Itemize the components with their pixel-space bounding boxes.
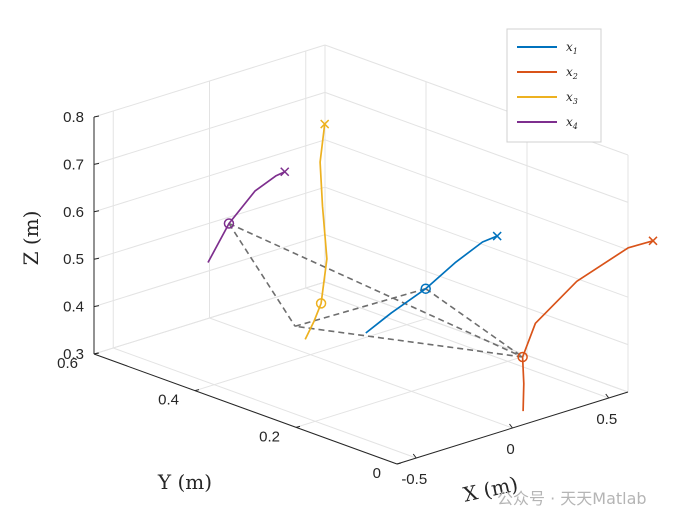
start-marker-x1 bbox=[420, 283, 431, 294]
grid-line bbox=[324, 234, 629, 346]
x-tick-label: 0 bbox=[506, 441, 514, 458]
end-marker-x1 bbox=[492, 231, 502, 241]
trajectory-x4 bbox=[207, 171, 286, 263]
trajectory-x3 bbox=[304, 123, 328, 340]
connector-line bbox=[294, 287, 426, 328]
grid-line bbox=[93, 44, 326, 118]
y-tick-label: 0.2 bbox=[259, 428, 280, 445]
x-tick-mark bbox=[605, 393, 610, 399]
y-tick-label: 0 bbox=[373, 465, 381, 482]
tick-labels: -0.500.500.20.40.60.30.40.50.60.70.8 bbox=[57, 109, 617, 488]
grid-line bbox=[209, 317, 513, 429]
z-tick-label: 0.4 bbox=[63, 299, 84, 316]
y-tick-label: 0.6 bbox=[57, 355, 78, 372]
connector-line bbox=[228, 222, 523, 358]
legend-label-x3: x3 bbox=[566, 90, 578, 106]
formation-connectors bbox=[228, 222, 524, 358]
end-marker-x4 bbox=[280, 167, 290, 177]
z-tick-mark bbox=[93, 257, 100, 260]
x-tick-mark bbox=[509, 423, 513, 429]
y-tick-label: 0.4 bbox=[158, 392, 179, 409]
x-tick-label: 0.5 bbox=[596, 411, 617, 428]
grid-line bbox=[93, 139, 326, 213]
grid-line bbox=[194, 318, 427, 392]
z-tick-label: 0.8 bbox=[63, 109, 84, 126]
z-tick-mark bbox=[93, 352, 100, 355]
start-marker-x4 bbox=[223, 218, 235, 229]
grid-line bbox=[324, 91, 629, 203]
x-tick-mark bbox=[412, 453, 417, 459]
grid-line bbox=[305, 287, 609, 399]
grid-line bbox=[324, 186, 629, 298]
z-tick-label: 0.7 bbox=[63, 156, 84, 173]
grid-walls bbox=[93, 44, 629, 465]
y-tick-mark bbox=[295, 425, 301, 428]
legend-label-x1: x1 bbox=[566, 40, 578, 56]
connector-line bbox=[294, 325, 523, 358]
y-axis-line bbox=[93, 353, 398, 465]
z-tick-label: 0.3 bbox=[63, 346, 84, 363]
y-axis-label: Y (m) bbox=[157, 470, 212, 494]
start-marker-x2 bbox=[517, 351, 528, 363]
start-marker-x3 bbox=[315, 298, 327, 309]
legend-label-x2: x2 bbox=[566, 65, 578, 81]
y-tick-mark bbox=[396, 462, 402, 465]
legend: x1 x2 x3 x4 bbox=[506, 28, 602, 143]
legend-label-x4: x4 bbox=[566, 115, 578, 131]
grid-line bbox=[93, 234, 326, 308]
grid-line bbox=[93, 186, 326, 260]
z-tick-label: 0.5 bbox=[63, 251, 84, 268]
grid-line bbox=[113, 347, 417, 459]
trajectory-x1 bbox=[365, 235, 498, 334]
grid-line bbox=[295, 354, 528, 428]
grid-line bbox=[324, 281, 629, 393]
trajectories bbox=[207, 119, 658, 412]
y-tick-mark bbox=[194, 389, 200, 392]
legend-box bbox=[506, 28, 602, 143]
x-tick-label: -0.5 bbox=[401, 471, 427, 488]
grid-line bbox=[324, 139, 629, 251]
end-marker-x3 bbox=[320, 119, 330, 129]
connector-line bbox=[425, 288, 524, 358]
trajectory-x2 bbox=[521, 239, 654, 412]
z-tick-mark bbox=[93, 305, 100, 308]
z-axis-label: Z (m) bbox=[19, 211, 43, 266]
grid-line bbox=[93, 91, 326, 165]
z-tick-mark bbox=[93, 115, 100, 118]
z-tick-mark bbox=[93, 210, 100, 213]
z-tick-mark bbox=[93, 162, 100, 165]
watermark: 公众号 · 天天Matlab bbox=[497, 489, 647, 508]
grid-line bbox=[93, 281, 326, 355]
end-marker-x2 bbox=[648, 236, 658, 246]
z-tick-label: 0.6 bbox=[63, 204, 84, 221]
connector-line bbox=[228, 223, 296, 327]
